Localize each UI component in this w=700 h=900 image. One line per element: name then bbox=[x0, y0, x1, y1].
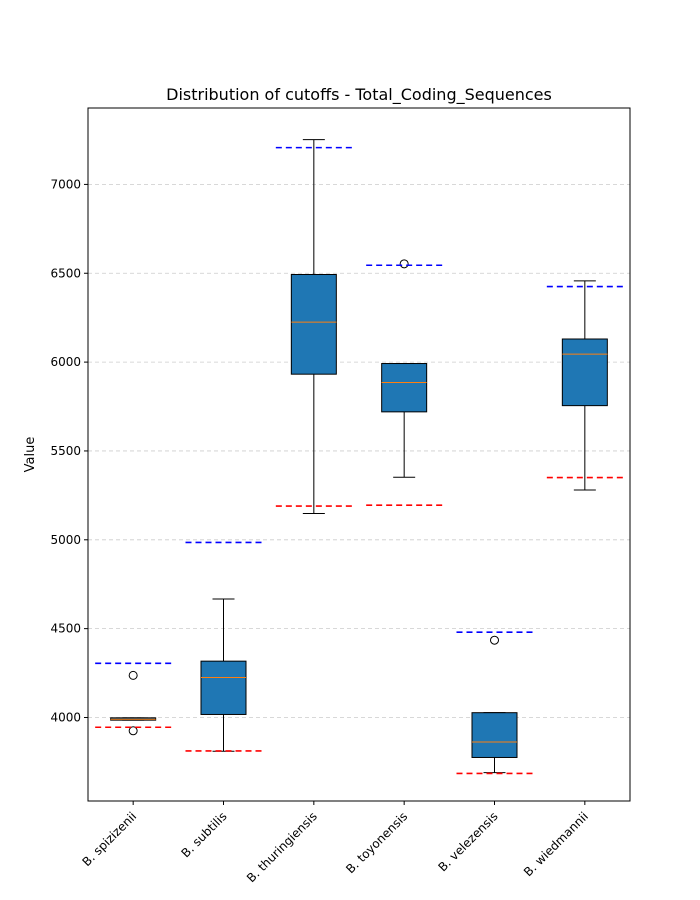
iqr-box bbox=[561, 338, 608, 407]
y-tick-label: 4000 bbox=[50, 710, 81, 724]
y-tick-label: 7000 bbox=[50, 177, 81, 191]
outlier-point bbox=[128, 726, 138, 736]
box-group bbox=[95, 662, 172, 736]
y-ticks: 4000 4500 5000 5500 6000 6500 7000 bbox=[50, 177, 88, 724]
iqr-box bbox=[471, 712, 518, 758]
outlier-point bbox=[490, 635, 499, 645]
iqr-box bbox=[290, 273, 337, 375]
plot-frame bbox=[87, 107, 631, 802]
grid-lines bbox=[88, 184, 630, 718]
iqr-box bbox=[200, 660, 247, 715]
box-group bbox=[546, 280, 623, 491]
outlier-point bbox=[399, 259, 409, 269]
iqr-box bbox=[381, 363, 428, 413]
outlier-point bbox=[128, 670, 138, 680]
box-group bbox=[366, 259, 443, 506]
y-tick-label: 5000 bbox=[50, 533, 81, 547]
box-group bbox=[185, 541, 262, 752]
y-tick-label: 5500 bbox=[50, 444, 81, 458]
box-group bbox=[456, 631, 533, 775]
y-axis-label: Value bbox=[23, 437, 38, 473]
chart-title: Distribution of cutoffs - Total_Coding_S… bbox=[166, 85, 552, 105]
y-tick-label: 6000 bbox=[50, 355, 81, 369]
box-group bbox=[275, 139, 352, 514]
y-tick-label: 6500 bbox=[50, 266, 81, 280]
y-tick-label: 4500 bbox=[50, 622, 81, 636]
boxes bbox=[95, 139, 623, 775]
